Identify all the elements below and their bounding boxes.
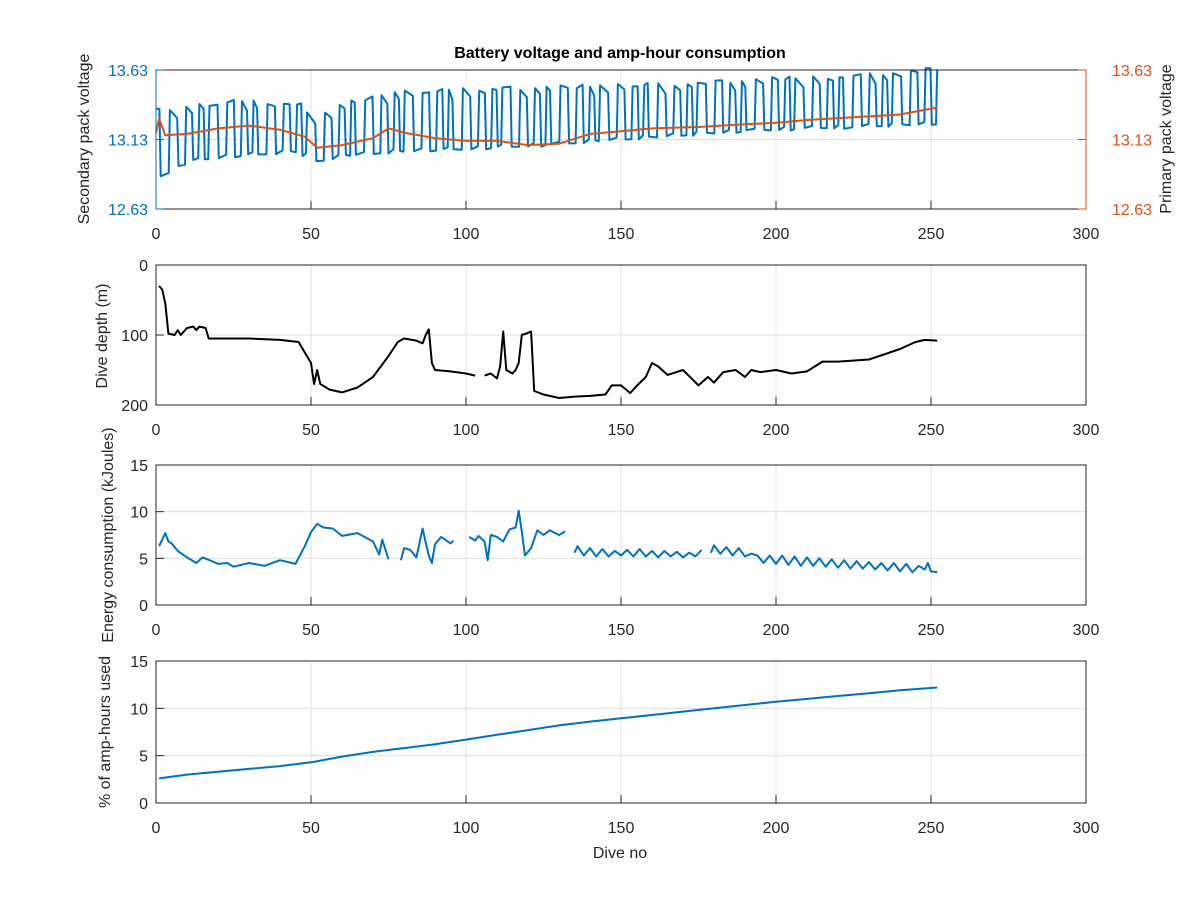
y-tick-label: 0 [139,796,148,813]
energy-series-line [468,509,566,562]
y2-tick-label: 12.63 [1112,202,1152,219]
energy-series-line [158,522,390,568]
y-tick-label: 15 [130,458,148,475]
x-axis-label: Dive no [593,845,647,862]
amphours-grid [156,661,1086,803]
x-tick-label: 250 [918,422,945,439]
y-tick-label: 15 [130,654,148,671]
voltage-data [155,67,939,178]
y-tick-label: 5 [139,551,148,568]
depth-data [158,285,938,399]
depth-ylabel: Dive depth (m) [94,284,111,389]
x-tick-label: 100 [453,622,480,639]
amphours-series-line [158,686,938,780]
secondary-voltage-ylabel: Secondary pack voltage [76,54,93,225]
energy-grid [156,465,1086,605]
depth-series-line [158,285,476,394]
voltage-series-line [155,106,938,149]
y-tick-label: 0 [139,598,148,615]
x-tick-label: 150 [608,226,635,243]
energy-series-line [399,527,455,564]
y-tick-label: 12.63 [108,202,148,219]
x-tick-label: 150 [608,622,635,639]
y-tick-label: 100 [121,328,148,345]
x-tick-label: 150 [608,820,635,837]
amphours-ylabel: % of amp-hours used [97,656,114,808]
amphours-ticks: 0 50 100 150 200 250 300 0 5 10 15 [130,654,1099,837]
x-tick-label: 250 [918,226,945,243]
x-tick-label: 50 [302,422,320,439]
x-tick-label: 50 [302,622,320,639]
y2-tick-label: 13.63 [1112,63,1152,80]
primary-voltage-ylabel: Primary pack voltage [1158,64,1175,213]
voltage-ticks: 0 50 100 150 200 250 300 12.63 13.13 13.63 12.63 13… [108,63,1152,243]
x-tick-label: 200 [763,226,790,243]
x-tick-label: 0 [152,820,161,837]
x-tick-label: 0 [152,622,161,639]
y2-tick-label: 13.13 [1112,133,1152,150]
x-tick-label: 100 [453,422,480,439]
x-tick-label: 200 [763,422,790,439]
x-tick-label: 50 [302,226,320,243]
energy-ylabel: Energy consumption (kJoules) [100,427,117,642]
amphours-data [158,686,938,780]
y-tick-label: 5 [139,749,148,766]
energy-ticks: 0 50 100 150 200 250 300 0 5 10 15 [130,458,1099,639]
y-tick-label: 200 [121,398,148,415]
x-tick-label: 300 [1073,820,1100,837]
depth-grid [156,265,1086,405]
secondary-voltage-line [156,67,939,178]
chart-title: Battery voltage and amp-hour consumption [454,45,786,62]
x-tick-label: 50 [302,820,320,837]
x-tick-label: 100 [453,226,480,243]
depth-series-line [484,330,938,399]
x-tick-label: 150 [608,422,635,439]
x-tick-label: 300 [1073,622,1100,639]
x-tick-label: 100 [453,820,480,837]
y-tick-label: 13.63 [108,63,148,80]
x-tick-label: 0 [152,226,161,243]
energy-series-line [573,545,703,559]
x-tick-label: 300 [1073,226,1100,243]
y-tick-label: 10 [130,505,148,522]
amphours-panel: 0 50 100 150 200 250 300 0 5 10 15 % of amp-hours … [97,654,1099,862]
x-tick-label: 250 [918,622,945,639]
x-tick-label: 200 [763,622,790,639]
x-tick-label: 300 [1073,422,1100,439]
depth-ticks: 0 50 100 150 200 250 300 0 100 200 [121,258,1099,439]
energy-series-line [709,544,938,574]
depth-panel: 0 50 100 150 200 250 300 0 100 200 Dive depth (m) [94,258,1099,439]
energy-panel: 0 50 100 150 200 250 300 0 5 10 15 Energy consumpt… [100,427,1099,642]
energy-data [158,509,938,574]
x-tick-label: 200 [763,820,790,837]
y-tick-label: 13.13 [108,133,148,150]
voltage-panel: 0 50 100 150 200 250 300 12.63 13.13 13.63 12.63 13… [76,45,1175,243]
x-tick-label: 250 [918,820,945,837]
x-tick-label: 0 [152,422,161,439]
y-tick-label: 0 [139,258,148,275]
y-tick-label: 10 [130,701,148,718]
